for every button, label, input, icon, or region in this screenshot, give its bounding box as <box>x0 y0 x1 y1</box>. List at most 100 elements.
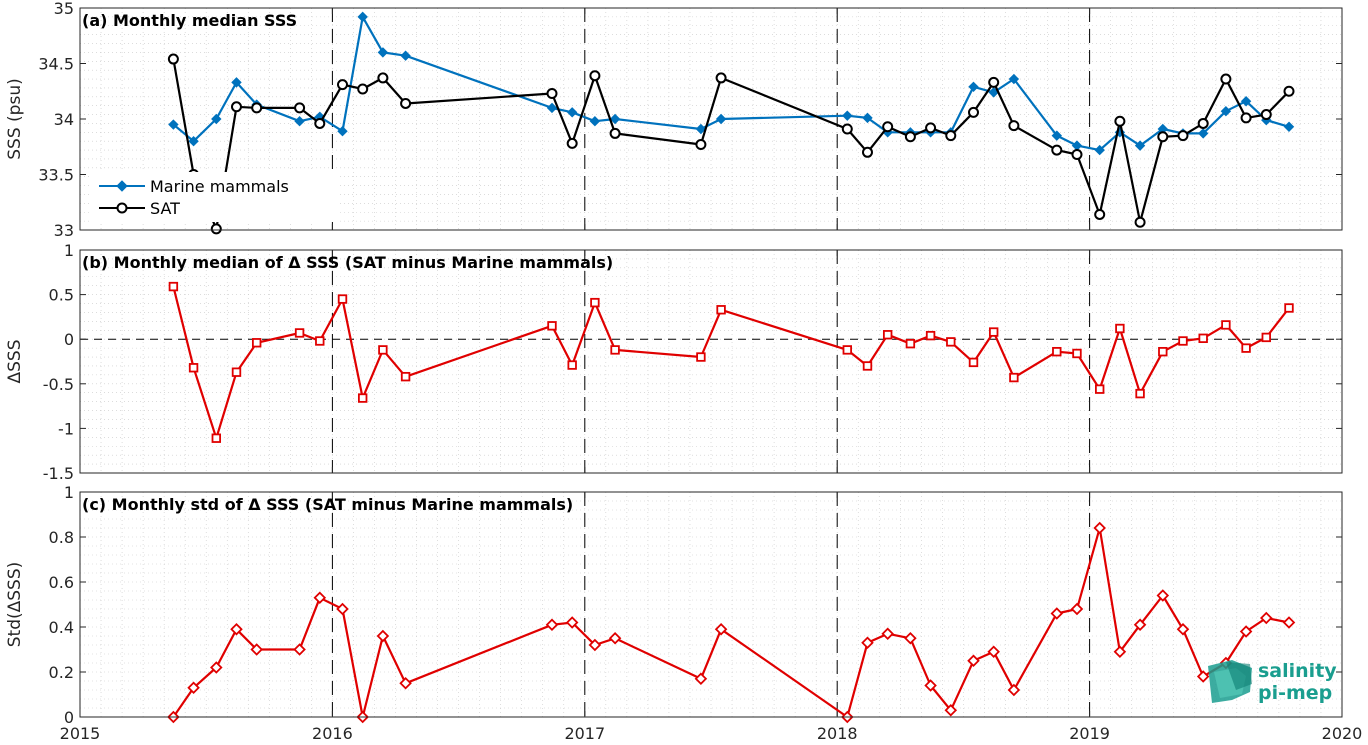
data-point <box>862 361 873 371</box>
data-point <box>968 357 979 368</box>
data-point <box>1134 140 1146 151</box>
data-point <box>187 681 200 695</box>
y-tick-label: 35 <box>54 0 74 18</box>
x-tick-label: 2019 <box>1069 724 1110 743</box>
data-point <box>1158 346 1168 357</box>
data-point <box>1221 320 1231 330</box>
data-point <box>294 116 305 127</box>
data-point <box>967 654 980 668</box>
data-point <box>188 363 199 373</box>
data-point <box>357 83 369 95</box>
data-point <box>1240 112 1252 124</box>
data-point <box>1220 106 1232 117</box>
data-point <box>1114 115 1126 127</box>
data-point <box>546 87 558 99</box>
data-point <box>610 345 620 355</box>
data-point <box>695 123 707 135</box>
data-point <box>1008 120 1020 132</box>
y-tick-label: 34 <box>54 110 74 129</box>
data-point <box>1156 589 1170 602</box>
data-point <box>609 127 621 139</box>
data-point <box>294 328 305 338</box>
data-point <box>861 146 873 158</box>
panels: 33 33.5 34 34.5 35 SSS (psu) (a) Monthly media… <box>5 0 1362 743</box>
data-point <box>211 113 222 125</box>
data-point <box>168 119 179 130</box>
y-tick-label: -0.5 <box>43 375 74 394</box>
data-point <box>1241 343 1251 353</box>
data-point <box>1198 333 1208 344</box>
data-point <box>695 139 707 151</box>
y-tick-label: 33.5 <box>38 166 74 185</box>
data-point <box>545 618 559 632</box>
legend-marker-marine-mammals <box>116 180 128 192</box>
data-point <box>925 122 937 134</box>
data-point <box>1282 616 1296 629</box>
data-point <box>376 629 390 643</box>
data-point <box>1176 622 1190 636</box>
data-point <box>231 367 242 377</box>
data-point <box>588 638 602 652</box>
y-tick-label: -1.5 <box>43 464 74 483</box>
data-point <box>400 371 411 382</box>
panel-2: -1.5 -1 -0.5 0 0.5 1 ΔSSS (b) Monthly median of… <box>5 241 1343 483</box>
data-point <box>1157 131 1169 143</box>
data-point <box>315 336 325 346</box>
y-axis-label: SSS (psu) <box>5 78 25 159</box>
data-point <box>251 338 262 348</box>
data-point <box>716 305 726 315</box>
panel-title: (b) Monthly median of Δ SSS (SAT minus M… <box>82 253 613 272</box>
data-point <box>946 337 956 347</box>
data-point <box>377 47 389 58</box>
data-point <box>336 602 349 616</box>
data-point <box>968 81 979 93</box>
axes-frame <box>79 7 1343 231</box>
data-point <box>715 72 727 84</box>
data-point <box>313 591 327 605</box>
data-point <box>566 137 578 149</box>
y-tick-label: 0 <box>64 330 74 349</box>
data-point <box>337 126 348 137</box>
logo-text-pi-mep: pi-mep <box>1258 682 1332 704</box>
data-point <box>944 703 958 717</box>
data-point <box>378 345 388 355</box>
x-tick-label: 2018 <box>817 724 858 743</box>
data-point <box>1284 303 1294 313</box>
data-point <box>1133 618 1147 632</box>
data-point <box>1115 323 1125 334</box>
data-point <box>294 102 306 114</box>
data-point <box>1113 645 1127 659</box>
y-tick-label: 0 <box>64 708 74 727</box>
data-point <box>905 338 916 349</box>
data-point <box>1072 348 1082 359</box>
data-point <box>861 636 874 650</box>
data-point <box>1052 346 1062 357</box>
data-point <box>314 117 326 129</box>
data-point <box>188 135 199 147</box>
data-point <box>987 645 1000 659</box>
data-point <box>1135 388 1145 399</box>
data-point <box>1070 602 1084 616</box>
panel-title: (a) Monthly median SSS <box>82 11 297 30</box>
data-point <box>357 11 368 23</box>
data-point <box>293 643 306 656</box>
data-point <box>400 50 411 61</box>
data-point <box>210 661 223 674</box>
data-point <box>230 101 242 113</box>
data-point <box>1240 96 1252 107</box>
data-point <box>337 294 348 304</box>
data-point <box>1283 85 1295 97</box>
y-tick-label: 0.6 <box>49 573 74 592</box>
grid <box>79 7 1343 231</box>
data-point <box>1260 109 1272 121</box>
data-point <box>1007 683 1021 697</box>
series-line <box>172 58 1290 230</box>
data-point <box>967 106 979 118</box>
data-point <box>210 223 222 235</box>
data-point <box>862 112 873 124</box>
data-point <box>336 79 348 91</box>
y-tick-label: 1 <box>64 483 74 502</box>
y-tick-label: 1 <box>64 241 74 260</box>
series-line <box>172 286 1290 440</box>
